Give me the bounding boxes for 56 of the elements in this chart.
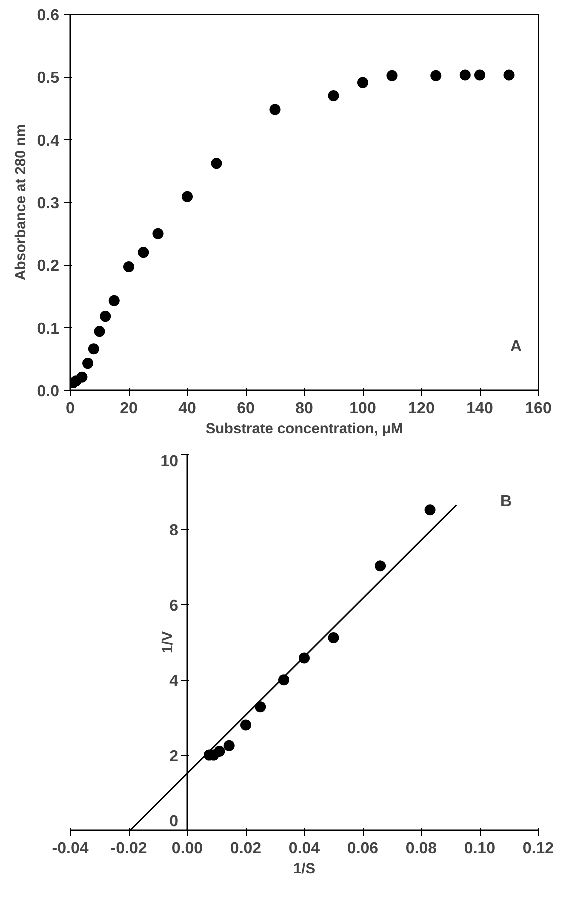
y-axis-title: 1/V [160,631,176,654]
point [386,70,398,82]
y-tick-label: 0.4 [37,132,60,150]
y-tick-label: 6 [170,598,179,615]
point [82,358,94,370]
x-tick-label: 100 [350,400,376,418]
y-tick-label: 0.0 [37,384,60,400]
x-axis-title: 1/S [294,862,316,878]
y-tick-label: 10 [160,454,179,470]
y-tick-label: 0 [170,814,179,830]
y-tick-label: 0.6 [37,8,60,24]
x-tick-label: 20 [120,400,138,418]
y-tick-label: 8 [170,522,179,540]
x-tick-label: 120 [408,400,435,418]
point [100,311,112,322]
x-tick-label: 0.00 [172,840,204,858]
point [211,158,222,170]
x-tick-label: 0.02 [230,840,262,858]
x-tick-label: 0 [66,400,76,418]
y-tick-label: 0.3 [37,196,60,212]
annotation: B [500,494,512,510]
x-tick-label: 160 [525,400,552,418]
y-tick-label: 2 [170,748,179,766]
point [76,372,88,383]
y-tick-label: 4 [170,673,179,690]
x-tick-label: 80 [296,400,314,418]
y-tick-label: 0.2 [37,258,60,276]
x-tick-label: 0.06 [347,840,379,858]
x-tick-label: 0.04 [288,840,320,858]
x-tick-label: 60 [237,400,255,418]
point [270,104,281,116]
point [328,90,340,102]
point [182,191,193,202]
x-tick-label: 0.12 [522,840,554,858]
point [108,295,120,306]
point [94,326,106,338]
point [138,247,150,258]
point [460,70,471,81]
point [152,228,164,240]
x-tick-label: 140 [466,400,494,418]
y-tick-label: 0.1 [37,320,60,338]
x-tick-label: -0.02 [110,840,148,858]
point [358,77,368,88]
point [474,70,486,81]
x-tick-label: -0.04 [52,840,89,858]
y-axis-title: Absorbance at 280 nm [13,124,30,281]
point [88,344,100,355]
x-tick-label: 40 [178,400,196,418]
x-tick-label: 0.08 [406,840,438,858]
point [124,262,134,273]
annotation: A [510,338,522,356]
x-tick-label: 0.10 [464,840,496,858]
point [504,70,515,81]
y-tick-label: 0.5 [37,70,60,88]
x-axis-title: Substrate concentration, µM [206,422,404,438]
point [430,70,442,82]
